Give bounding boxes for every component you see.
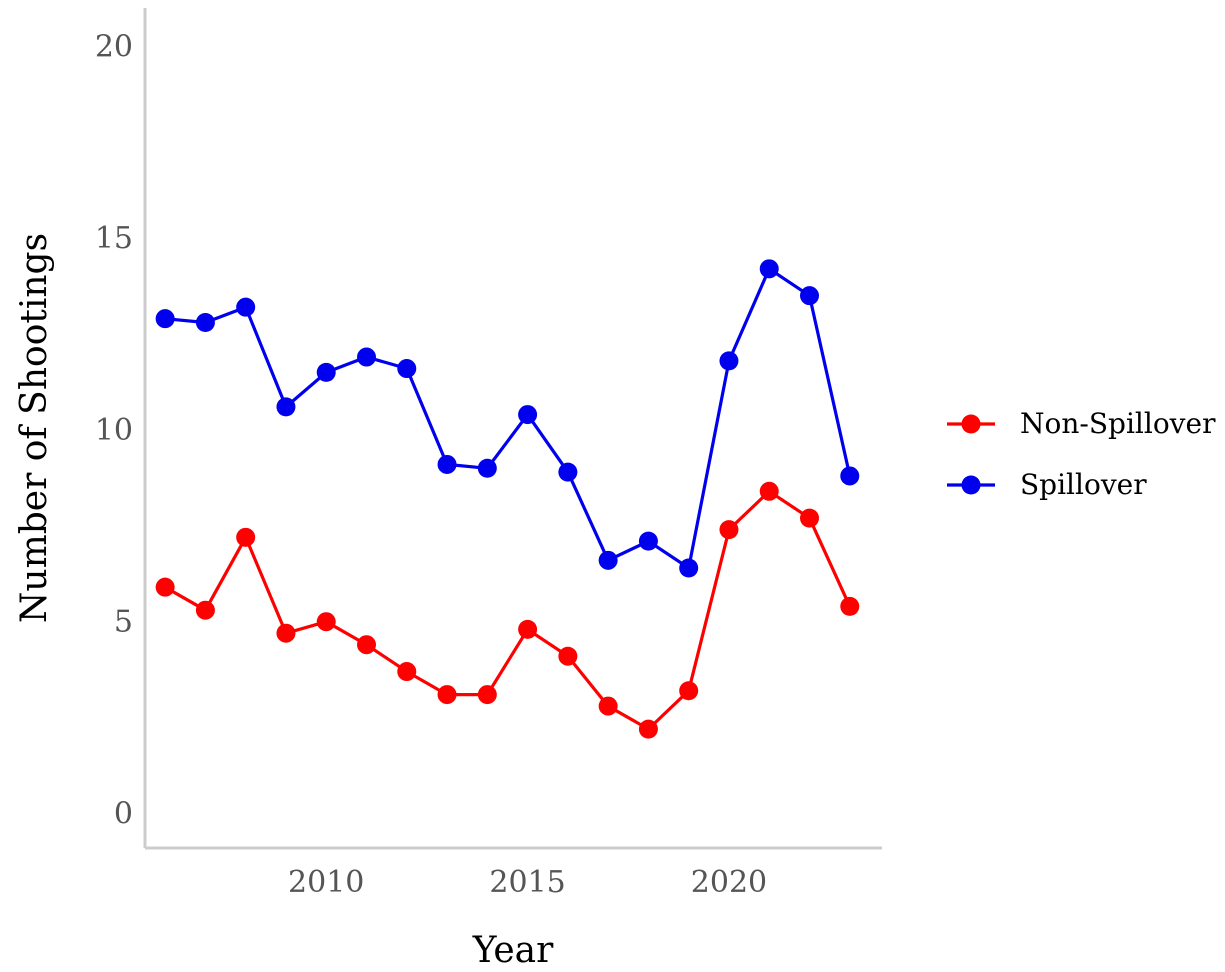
data-point [598, 550, 618, 570]
legend-marker [961, 414, 981, 434]
data-point [800, 286, 820, 306]
data-point [840, 596, 860, 616]
legend-item-non-spillover: Non-Spillover [947, 407, 1216, 440]
data-point [195, 600, 215, 620]
data-point [437, 685, 457, 705]
legend-item-spillover: Spillover [947, 468, 1147, 501]
data-point [759, 259, 779, 279]
data-point [236, 527, 256, 547]
data-point [437, 454, 457, 474]
series-group [155, 259, 860, 739]
data-point [800, 508, 820, 528]
data-point [357, 347, 377, 367]
legend-label: Spillover [1020, 468, 1147, 501]
series-line-spillover [164, 267, 852, 570]
data-point [316, 362, 336, 382]
data-point [155, 309, 175, 329]
data-point [477, 458, 497, 478]
data-point [276, 397, 296, 417]
x-axis-title: Year [472, 930, 554, 971]
y-tick-label: 15 [95, 221, 133, 256]
legend: Non-Spillover Spillover [947, 407, 1216, 501]
data-point [518, 619, 538, 639]
x-tick-label: 2010 [288, 865, 364, 900]
y-tick-label: 0 [114, 796, 133, 831]
data-point [598, 696, 618, 716]
data-point [477, 685, 497, 705]
data-point [276, 623, 296, 643]
data-point [719, 520, 739, 540]
data-point [679, 681, 699, 701]
data-point [558, 646, 578, 666]
data-point [558, 462, 578, 482]
x-tick-label: 2015 [489, 865, 565, 900]
series-line-non-spillover [164, 489, 852, 731]
legend-label: Non-Spillover [1020, 407, 1216, 440]
data-point [518, 405, 538, 425]
data-point [840, 466, 860, 486]
x-tick-label: 2020 [691, 865, 767, 900]
data-point [236, 297, 256, 317]
data-point [679, 558, 699, 578]
data-point [397, 662, 417, 682]
legend-marker [961, 475, 981, 495]
y-tick-label: 5 [114, 605, 133, 640]
y-axis-title: Number of Shootings [14, 233, 55, 623]
data-point [195, 313, 215, 333]
y-tick-label: 20 [95, 29, 133, 64]
data-point [155, 577, 175, 597]
x-tick-labels: 2010 2015 2020 [288, 865, 767, 900]
data-point [638, 719, 658, 739]
data-point [759, 481, 779, 501]
data-point [719, 351, 739, 371]
data-point [357, 635, 377, 655]
data-point [397, 359, 417, 379]
data-point [638, 531, 658, 551]
data-point [316, 612, 336, 632]
y-tick-labels: 0 5 10 15 20 [95, 29, 133, 831]
y-tick-label: 10 [95, 413, 133, 448]
